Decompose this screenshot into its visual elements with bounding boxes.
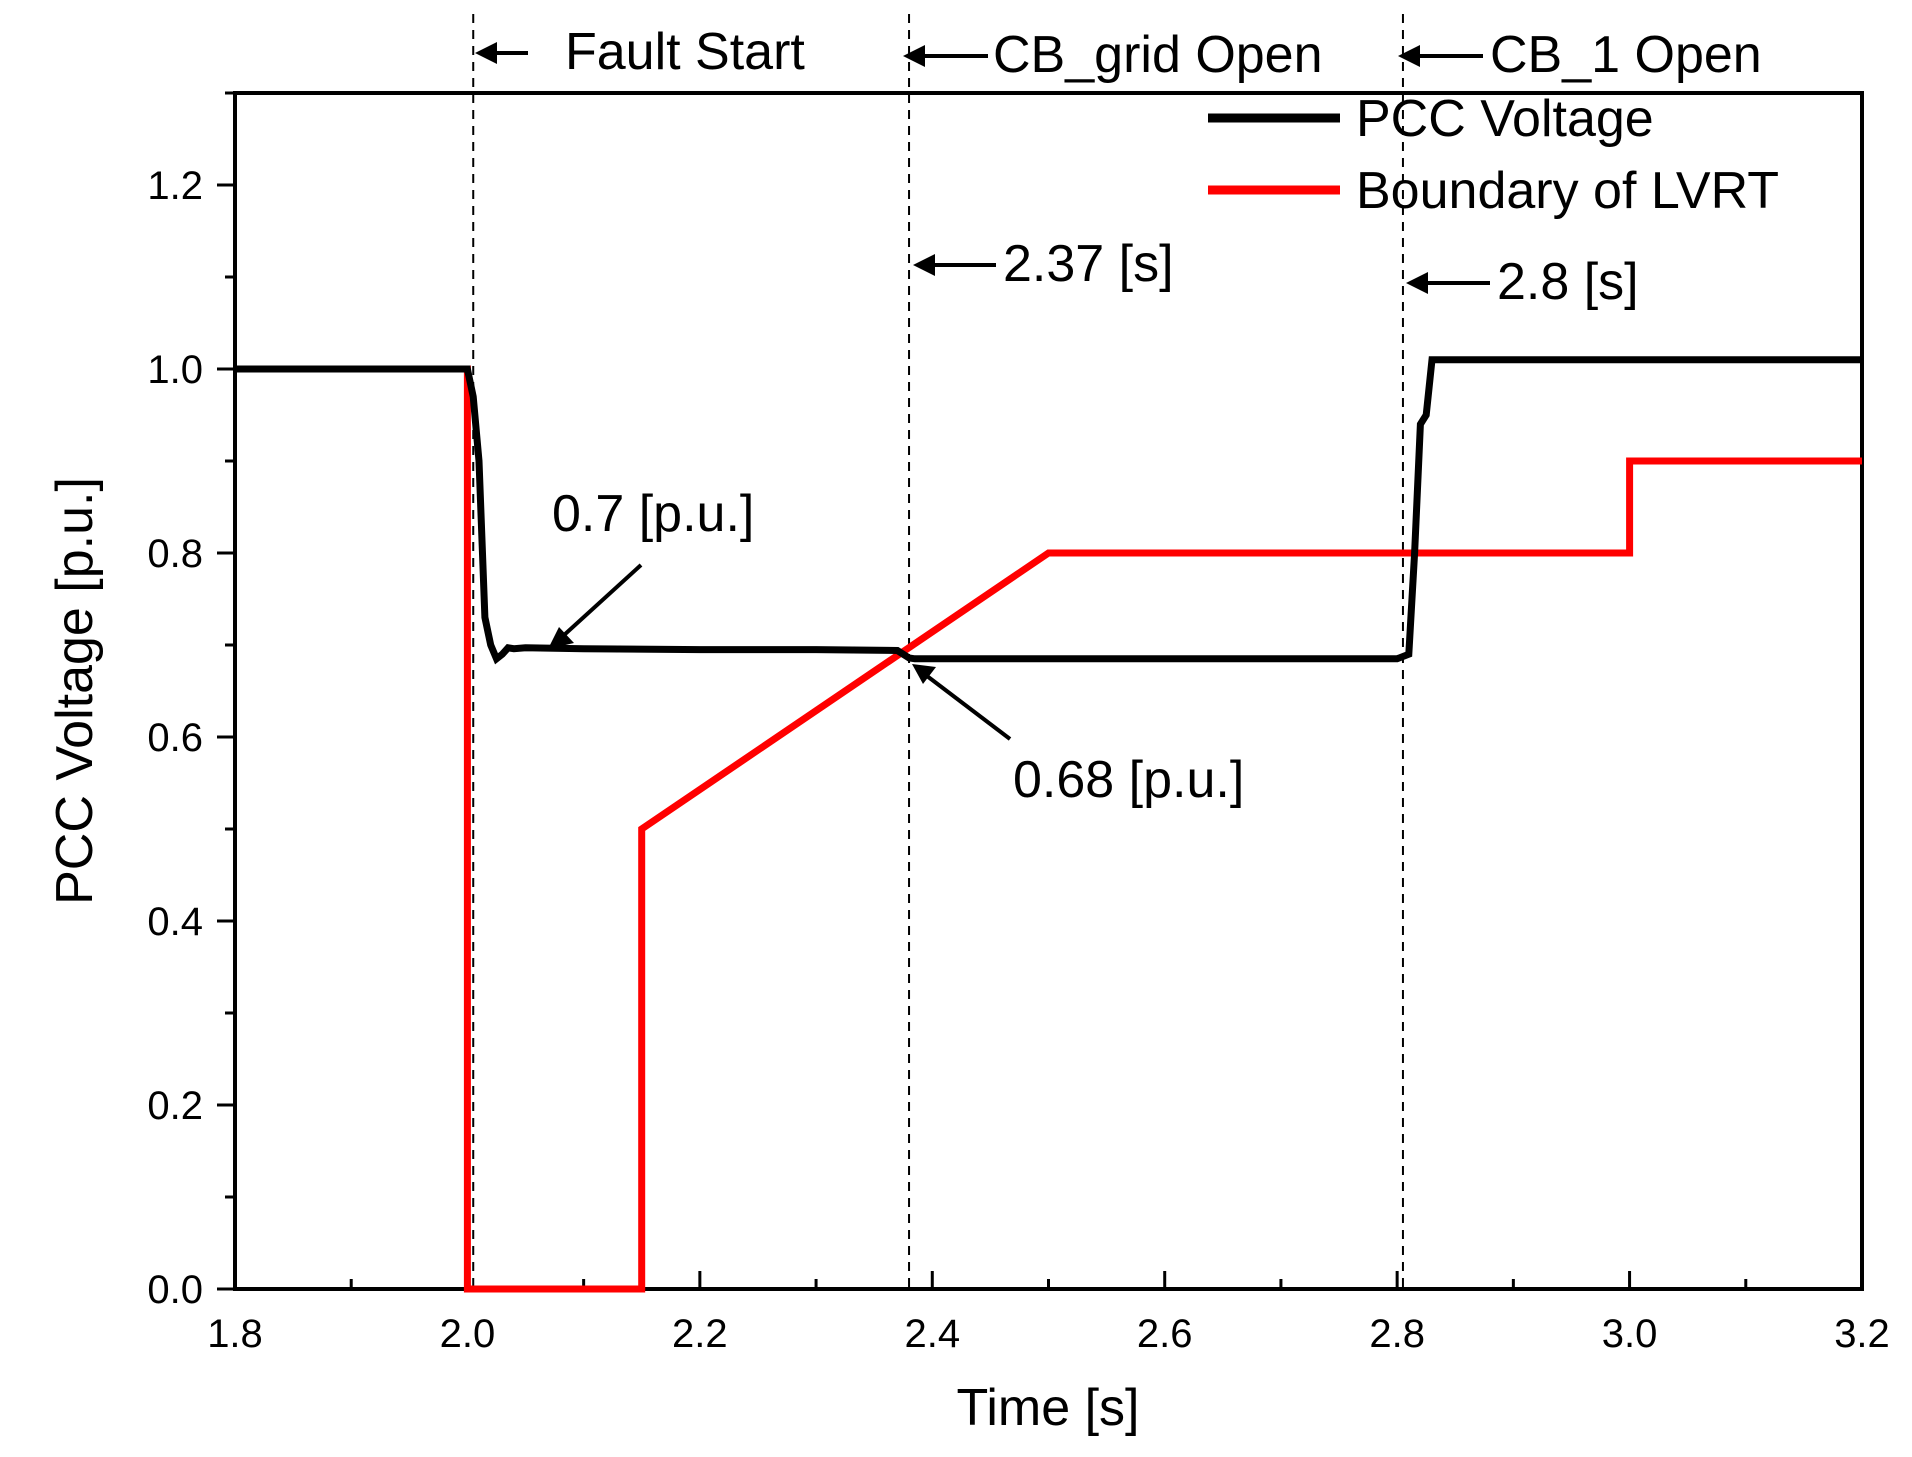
y-tick-label: 0.0 xyxy=(147,1268,203,1312)
y-tick-label: 0.6 xyxy=(147,716,203,760)
series-layer xyxy=(235,356,1862,1293)
x-axis-title: Time [s] xyxy=(957,1379,1140,1437)
y-tick-label: 0.4 xyxy=(147,900,203,944)
series-line-boundary-of-lvrt xyxy=(235,365,1862,1293)
arrow-left-icon xyxy=(1398,45,1483,67)
x-tick-label: 2.0 xyxy=(440,1312,496,1356)
arrow-left-icon xyxy=(1406,272,1490,294)
x-tick-label: 3.0 xyxy=(1602,1312,1658,1356)
y-tick-label: 1.2 xyxy=(147,164,203,208)
x-tick-label: 3.2 xyxy=(1834,1312,1890,1356)
arrow-left-icon xyxy=(913,254,996,276)
x-tick-label: 1.8 xyxy=(207,1312,263,1356)
arrow-down-left-icon xyxy=(548,563,643,649)
annotation-0-7-pu: 0.7 [p.u.] xyxy=(548,485,754,649)
series-line-pcc-voltage xyxy=(235,356,1862,665)
y-axis-title: PCC Voltage [p.u.] xyxy=(46,477,104,905)
y-tick-label: 0.8 xyxy=(147,532,203,576)
legend: PCC Voltage Boundary of LVRT xyxy=(1208,90,1779,220)
legend-label-boundary-of-lvrt: Boundary of LVRT xyxy=(1356,162,1779,220)
svg-text:2.37 [s]: 2.37 [s] xyxy=(1003,235,1174,293)
annotation-0-68-pu: 0.68 [p.u.] xyxy=(912,664,1244,809)
x-tick-label: 2.2 xyxy=(672,1312,728,1356)
legend-label-pcc-voltage: PCC Voltage xyxy=(1356,90,1654,148)
event-markers xyxy=(472,14,1404,1289)
arrow-up-left-icon xyxy=(912,664,1012,741)
y-tick-label: 0.2 xyxy=(147,1084,203,1128)
axis-ticks xyxy=(217,91,1864,1291)
x-tick-label: 2.8 xyxy=(1369,1312,1425,1356)
svg-text:2.8 [s]: 2.8 [s] xyxy=(1497,253,1639,311)
x-tick-label: 2.6 xyxy=(1137,1312,1193,1356)
svg-text:CB_1 Open: CB_1 Open xyxy=(1490,26,1762,84)
annotation-2-37-s: 2.37 [s] xyxy=(913,235,1174,293)
axis-tick-labels: 1.8 2.0 2.2 2.4 2.6 2.8 3.0 3.2 0.0 0.2 0.4 0.6 0.8 1… xyxy=(147,164,1889,1356)
svg-text:CB_grid Open: CB_grid Open xyxy=(993,26,1323,84)
svg-text:Fault Start: Fault Start xyxy=(565,23,805,81)
svg-text:0.68 [p.u.]: 0.68 [p.u.] xyxy=(1013,751,1244,809)
event-label-fault-start: Fault Start xyxy=(475,23,805,81)
annotation-2-8-s: 2.8 [s] xyxy=(1406,253,1639,311)
svg-text:0.7 [p.u.]: 0.7 [p.u.] xyxy=(552,485,754,543)
event-label-cb-1-open: CB_1 Open xyxy=(1398,26,1762,84)
arrow-left-icon xyxy=(475,42,528,64)
y-tick-label: 1.0 xyxy=(147,348,203,392)
arrow-left-icon xyxy=(903,45,988,67)
x-tick-label: 2.4 xyxy=(904,1312,960,1356)
event-label-cb-grid-open: CB_grid Open xyxy=(903,26,1323,84)
